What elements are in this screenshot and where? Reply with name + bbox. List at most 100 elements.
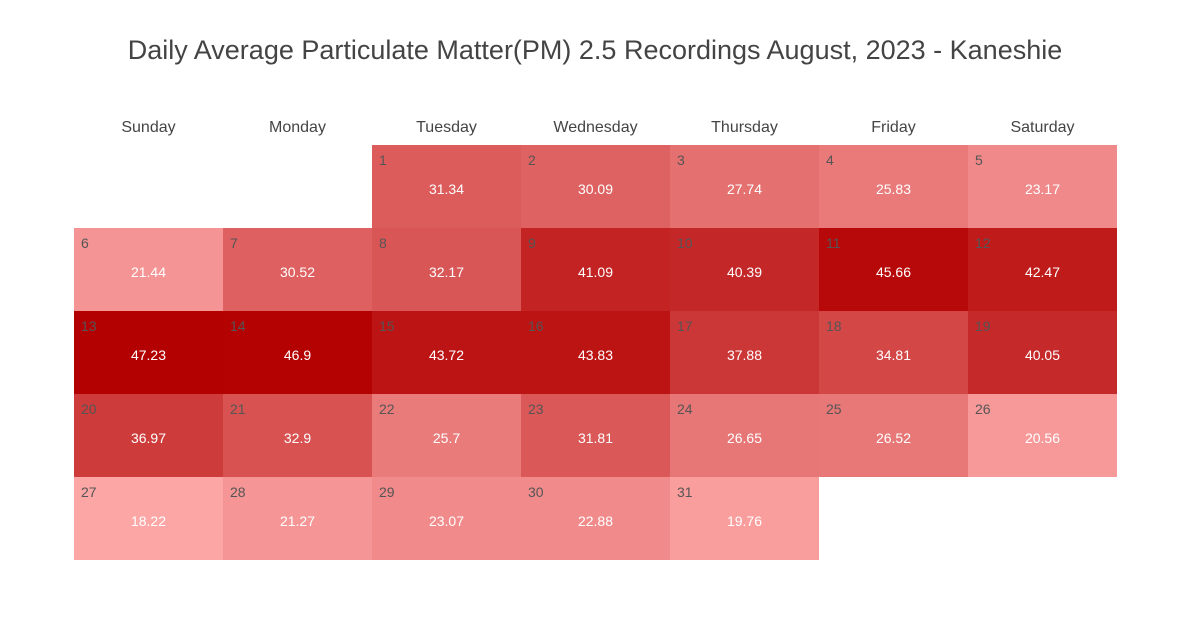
day-number: 19 <box>975 318 991 334</box>
day-value-label: 46.9 <box>284 347 311 363</box>
day-number: 25 <box>826 401 842 417</box>
heat-cell <box>74 477 223 560</box>
day-number: 17 <box>677 318 693 334</box>
heat-cell <box>372 228 521 311</box>
day-value-label: 45.66 <box>876 264 911 280</box>
day-number: 24 <box>677 401 693 417</box>
calendar-cell: 523.17 <box>968 145 1117 228</box>
calendar-cell: 730.52 <box>223 228 372 311</box>
day-value-label: 41.09 <box>578 264 613 280</box>
calendar-cell: 19 40.05 <box>968 311 1117 394</box>
heat-cell <box>223 394 372 477</box>
heat-cell <box>223 228 372 311</box>
calendar-cell: 28 21.27 <box>223 477 372 560</box>
day-number: 2 <box>528 152 536 168</box>
day-value-label: 30.52 <box>280 264 315 280</box>
day-value-label: 18.22 <box>131 513 166 529</box>
weekday-header: Sunday Monday Tuesday Wednesday Thursday Frid… <box>121 119 1074 136</box>
day-value-label: 40.39 <box>727 264 762 280</box>
day-number: 14 <box>230 318 246 334</box>
calendar-cell: 425.83 <box>819 145 968 228</box>
day-number: 21 <box>230 401 246 417</box>
heat-cell <box>670 228 819 311</box>
heat-cell <box>521 394 670 477</box>
calendar-cell: 131.34 <box>372 145 521 228</box>
day-value-label: 21.44 <box>131 264 166 280</box>
calendar-cell: 941.09 <box>521 228 670 311</box>
day-number: 23 <box>528 401 544 417</box>
weekday-label-tuesday: Tuesday <box>416 119 477 136</box>
day-number: 13 <box>81 318 97 334</box>
day-number: 8 <box>379 235 387 251</box>
heat-cell <box>521 228 670 311</box>
heat-cell <box>74 228 223 311</box>
day-value-label: 43.72 <box>429 347 464 363</box>
day-value-label: 43.83 <box>578 347 613 363</box>
day-value-label: 23.07 <box>429 513 464 529</box>
calendar-cell: 11 45.66 <box>819 228 968 311</box>
calendar-grid: 131.34230.09327.74425.83523.17621.44730.… <box>74 145 1117 560</box>
day-value-label: 26.52 <box>876 430 911 446</box>
calendar-cell: 21 32.9 <box>223 394 372 477</box>
day-value-label: 22.88 <box>578 513 613 529</box>
weekday-label-saturday: Saturday <box>1010 119 1074 136</box>
calendar-cell: 25 26.52 <box>819 394 968 477</box>
day-number: 18 <box>826 318 842 334</box>
day-value-label: 47.23 <box>131 347 166 363</box>
day-value-label: 37.88 <box>727 347 762 363</box>
calendar-cell: 29 23.07 <box>372 477 521 560</box>
calendar-cell: 832.17 <box>372 228 521 311</box>
heat-cell <box>670 311 819 394</box>
day-value-label: 20.56 <box>1025 430 1060 446</box>
heat-cell <box>521 477 670 560</box>
weekday-label-sunday: Sunday <box>121 119 175 136</box>
calendar-cell: 26 20.56 <box>968 394 1117 477</box>
heat-cell <box>521 145 670 228</box>
day-value-label: 19.76 <box>727 513 762 529</box>
calendar-cell: 12 42.47 <box>968 228 1117 311</box>
calendar-cell: 18 34.81 <box>819 311 968 394</box>
day-number: 4 <box>826 152 834 168</box>
day-value-label: 25.7 <box>433 430 460 446</box>
day-number: 31 <box>677 484 693 500</box>
day-number: 9 <box>528 235 536 251</box>
day-number: 6 <box>81 235 89 251</box>
heat-cell <box>670 145 819 228</box>
calendar-cell: 23 31.81 <box>521 394 670 477</box>
calendar-cell: 16 43.83 <box>521 311 670 394</box>
heat-cell <box>74 394 223 477</box>
heat-cell <box>372 145 521 228</box>
weekday-label-monday: Monday <box>269 119 326 136</box>
day-value-label: 21.27 <box>280 513 315 529</box>
calendar-cell: 230.09 <box>521 145 670 228</box>
day-number: 26 <box>975 401 991 417</box>
calendar-cell: 15 43.72 <box>372 311 521 394</box>
day-number: 30 <box>528 484 544 500</box>
day-number: 7 <box>230 235 238 251</box>
chart-title: Daily Average Particulate Matter(PM) 2.5… <box>128 35 1063 65</box>
day-number: 10 <box>677 235 693 251</box>
calendar-cell: 20 36.97 <box>74 394 223 477</box>
day-value-label: 27.74 <box>727 181 762 197</box>
heat-cell <box>670 394 819 477</box>
heat-cell <box>968 228 1117 311</box>
calendar-cell: 10 40.39 <box>670 228 819 311</box>
day-value-label: 26.65 <box>727 430 762 446</box>
calendar-cell: 17 37.88 <box>670 311 819 394</box>
day-number: 5 <box>975 152 983 168</box>
heat-cell <box>819 394 968 477</box>
day-value-label: 25.83 <box>876 181 911 197</box>
heat-cell <box>968 394 1117 477</box>
weekday-label-friday: Friday <box>871 119 915 136</box>
day-number: 28 <box>230 484 246 500</box>
heat-cell <box>968 311 1117 394</box>
heat-cell <box>372 394 521 477</box>
heat-cell <box>372 311 521 394</box>
day-value-label: 40.05 <box>1025 347 1060 363</box>
day-number: 22 <box>379 401 395 417</box>
calendar-cell: 13 47.23 <box>74 311 223 394</box>
day-number: 3 <box>677 152 685 168</box>
heat-cell <box>223 477 372 560</box>
day-value-label: 32.17 <box>429 264 464 280</box>
